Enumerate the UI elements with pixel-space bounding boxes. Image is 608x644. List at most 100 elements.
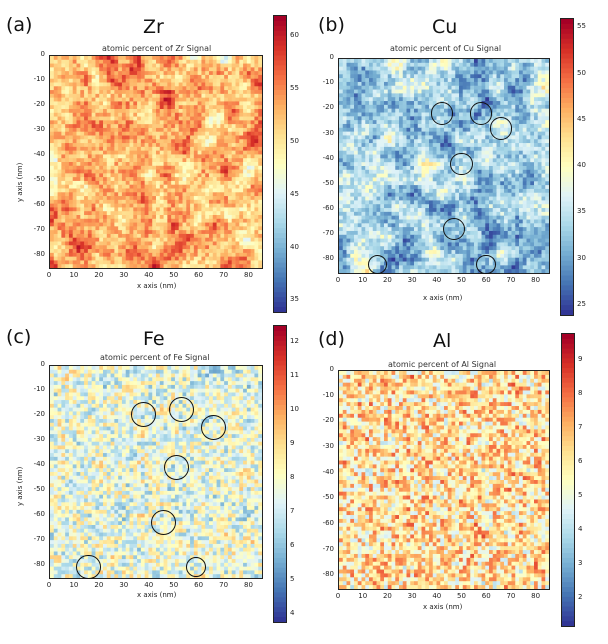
- heatmap-cell: [376, 127, 381, 133]
- heatmap-cell: [447, 135, 452, 140]
- heatmap-cell: [361, 74, 366, 79]
- heatmap-cell: [489, 74, 494, 79]
- heatmap-cell: [250, 78, 255, 83]
- heatmap-cell: [209, 252, 214, 258]
- heatmap-cell: [205, 237, 210, 242]
- heatmap-cell: [80, 245, 85, 250]
- heatmap-cell: [178, 146, 183, 152]
- heatmap-cell: [511, 166, 516, 171]
- heatmap-cell: [414, 169, 419, 175]
- heatmap-cell: [87, 158, 93, 163]
- heatmap-cell: [462, 116, 467, 121]
- heatmap-cell: [205, 188, 210, 193]
- heatmap-cell: [87, 256, 93, 261]
- heatmap-cell: [227, 162, 233, 167]
- heatmap-cell: [227, 169, 233, 174]
- heatmap-cell: [406, 177, 411, 182]
- heatmap-cell: [182, 116, 187, 121]
- heatmap-cell: [121, 154, 127, 159]
- heatmap-cell: [99, 177, 104, 182]
- heatmap-cell: [197, 78, 202, 83]
- heatmap-cell: [387, 143, 392, 148]
- heatmap-cell: [80, 63, 85, 68]
- heatmap-cell: [436, 127, 441, 133]
- heatmap-cell: [57, 86, 62, 91]
- heatmap-cell: [224, 169, 229, 174]
- heatmap-cell: [129, 59, 134, 64]
- heatmap-cell: [254, 139, 259, 144]
- heatmap-cell: [159, 196, 164, 201]
- heatmap-cell: [224, 67, 229, 72]
- heatmap-cell: [436, 93, 441, 98]
- heatmap-cell: [243, 256, 248, 261]
- heatmap-cell: [53, 211, 58, 216]
- heatmap-cell: [239, 169, 244, 174]
- heatmap-cell: [369, 131, 374, 136]
- heatmap-cell: [171, 82, 176, 87]
- heatmap-cell: [246, 67, 252, 72]
- heatmap-cell: [519, 177, 524, 182]
- heatmap-cell: [346, 162, 351, 167]
- heatmap-cell: [227, 131, 233, 136]
- heatmap-cell: [227, 218, 233, 223]
- heatmap-cell: [205, 67, 210, 72]
- heatmap-cell: [106, 184, 111, 189]
- heatmap-cell: [455, 123, 460, 129]
- heatmap-cell: [57, 112, 62, 117]
- heatmap-cell: [190, 90, 195, 95]
- heatmap-cell: [110, 124, 115, 129]
- heatmap-cell: [103, 120, 108, 125]
- heatmap-cell: [76, 105, 81, 110]
- heatmap-cell: [121, 211, 127, 216]
- heatmap-cell: [91, 56, 96, 61]
- heatmap-cell: [87, 203, 93, 208]
- heatmap-cell: [80, 173, 85, 178]
- heatmap-cell: [114, 252, 119, 258]
- heatmap-cell: [61, 56, 66, 61]
- heatmap-cell: [350, 66, 355, 71]
- heatmap-cell: [250, 93, 255, 99]
- heatmap-cell: [365, 154, 370, 159]
- heatmap-cell: [106, 124, 111, 129]
- heatmap-cell: [72, 135, 77, 140]
- heatmap-cell: [235, 131, 240, 136]
- heatmap-cell: [239, 135, 244, 140]
- heatmap-cell: [339, 143, 344, 148]
- heatmap-cell: [216, 215, 221, 220]
- heatmap-cell: [167, 127, 172, 133]
- heatmap-cell: [129, 162, 134, 167]
- heatmap-cell: [144, 199, 149, 205]
- heatmap-cell: [526, 93, 531, 98]
- heatmap-cell: [205, 256, 210, 261]
- heatmap-cell: [129, 78, 134, 83]
- heatmap-cell: [110, 207, 115, 212]
- heatmap-cell: [84, 199, 89, 205]
- heatmap-cell: [57, 150, 62, 155]
- heatmap-cell: [395, 181, 400, 186]
- heatmap-cell: [174, 120, 180, 125]
- heatmap-cell: [462, 146, 467, 152]
- heatmap-cell: [436, 154, 441, 159]
- heatmap-cell: [99, 199, 104, 205]
- heatmap-cell: [197, 146, 202, 152]
- heatmap-cell: [84, 192, 89, 197]
- heatmap-cell: [167, 124, 172, 129]
- heatmap-cell: [125, 237, 130, 242]
- heatmap-cell: [159, 215, 164, 220]
- heatmap-cell: [186, 169, 191, 174]
- heatmap-cell: [144, 105, 149, 110]
- heatmap-cell: [118, 93, 123, 99]
- heatmap-cell: [250, 97, 255, 102]
- heatmap-cell: [209, 63, 214, 68]
- heatmap-cell: [159, 116, 164, 121]
- heatmap-cell: [133, 82, 138, 87]
- heatmap-cell: [148, 260, 153, 265]
- heatmap-cell: [346, 143, 351, 148]
- heatmap-cell: [492, 66, 497, 71]
- heatmap-cell: [410, 127, 415, 133]
- heatmap-cell: [190, 203, 195, 208]
- heatmap-cell: [61, 127, 66, 133]
- heatmap-cell: [258, 93, 262, 99]
- heatmap-cell: [140, 127, 146, 133]
- heatmap-cell: [417, 81, 422, 87]
